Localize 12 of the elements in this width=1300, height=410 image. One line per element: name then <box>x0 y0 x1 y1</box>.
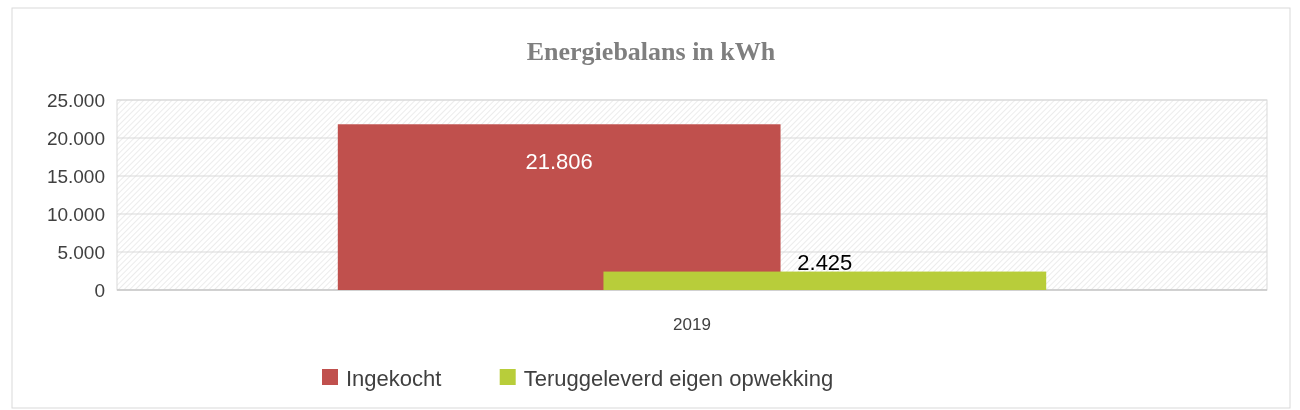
chart-title: Energiebalans in kWh <box>526 37 776 66</box>
y-tick-label: 15.000 <box>46 166 105 187</box>
data-label: 21.806 <box>525 149 593 175</box>
y-tick-label: 5.000 <box>57 242 105 263</box>
legend-label: Ingekocht <box>346 366 442 391</box>
data-label: 2.425 <box>797 249 853 275</box>
y-tick-label: 0 <box>94 280 105 301</box>
x-tick-label: 2019 <box>673 315 711 334</box>
legend-label: Teruggeleverd eigen opwekking <box>523 366 834 391</box>
y-tick-label: 10.000 <box>46 204 105 225</box>
y-tick-label: 25.000 <box>46 90 105 111</box>
y-tick-label: 20.000 <box>46 128 105 149</box>
